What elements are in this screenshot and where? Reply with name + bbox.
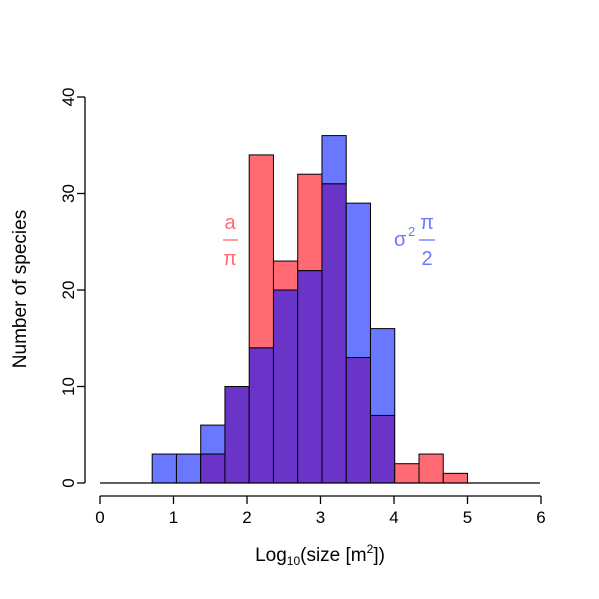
x-tick-label-3: 3 — [316, 508, 325, 527]
bar-blue-7 — [321, 135, 347, 185]
bars-layer — [151, 135, 468, 484]
bar-red-5 — [272, 260, 299, 291]
y-axis-title: Number of species — [10, 210, 31, 368]
bar-blue-1 — [175, 453, 202, 484]
annotation-red: a π — [223, 212, 238, 270]
bar-overlap-3 — [224, 386, 250, 484]
bar-blue-0 — [151, 453, 177, 484]
bar-blue-2 — [200, 424, 226, 455]
x-axis-title-prefix: Log — [255, 545, 287, 566]
x-tick-label-5: 5 — [463, 508, 472, 527]
bar-overlap-5 — [272, 289, 299, 484]
bar-red-10 — [394, 463, 420, 484]
y-tick-label-4: 40 — [59, 88, 78, 107]
y-tick-label-3: 30 — [59, 184, 78, 203]
annotation-red-denominator: π — [223, 248, 237, 270]
x-axis-title-suffix: ]) — [373, 545, 385, 566]
bar-overlap-7 — [321, 183, 347, 484]
y-tick-label-0: 0 — [59, 478, 78, 487]
x-tick-label-1: 1 — [169, 508, 178, 527]
bar-blue-8 — [345, 202, 371, 359]
x-tick-label-6: 6 — [536, 508, 545, 527]
annotation-blue: σ 2 π 2 — [394, 212, 435, 270]
x-axis-title: Log10(size [m2]) — [255, 542, 385, 568]
bar-red-6 — [297, 173, 323, 272]
bar-overlap-2 — [200, 453, 226, 484]
y-tick-label-2: 20 — [59, 281, 78, 300]
bar-overlap-9 — [369, 414, 396, 484]
y-tick-label-1: 10 — [59, 377, 78, 396]
annotation-blue-exp: 2 — [408, 224, 415, 239]
annotation-red-numerator: a — [224, 212, 236, 234]
bar-red-4 — [248, 154, 274, 349]
annotation-blue-numerator: π — [420, 212, 434, 234]
bar-overlap-4 — [248, 347, 274, 484]
x-tick-label-2: 2 — [242, 508, 251, 527]
bar-overlap-6 — [297, 270, 323, 484]
bar-blue-9 — [369, 328, 396, 416]
x-axis-title-mid: (size [m — [300, 545, 367, 566]
axes-layer: 0 1 2 3 4 5 6 0 10 20 30 40 — [59, 88, 546, 527]
bar-overlap-8 — [345, 357, 371, 484]
annotation-blue-denominator: 2 — [421, 248, 432, 270]
x-tick-label-4: 4 — [389, 508, 398, 527]
x-tick-label-0: 0 — [95, 508, 104, 527]
bar-red-12 — [442, 472, 468, 484]
x-axis-title-sup: 2 — [367, 542, 374, 556]
x-axis-title-sub: 10 — [287, 554, 301, 568]
annotation-blue-base: σ — [394, 229, 407, 251]
bar-red-11 — [418, 453, 444, 484]
